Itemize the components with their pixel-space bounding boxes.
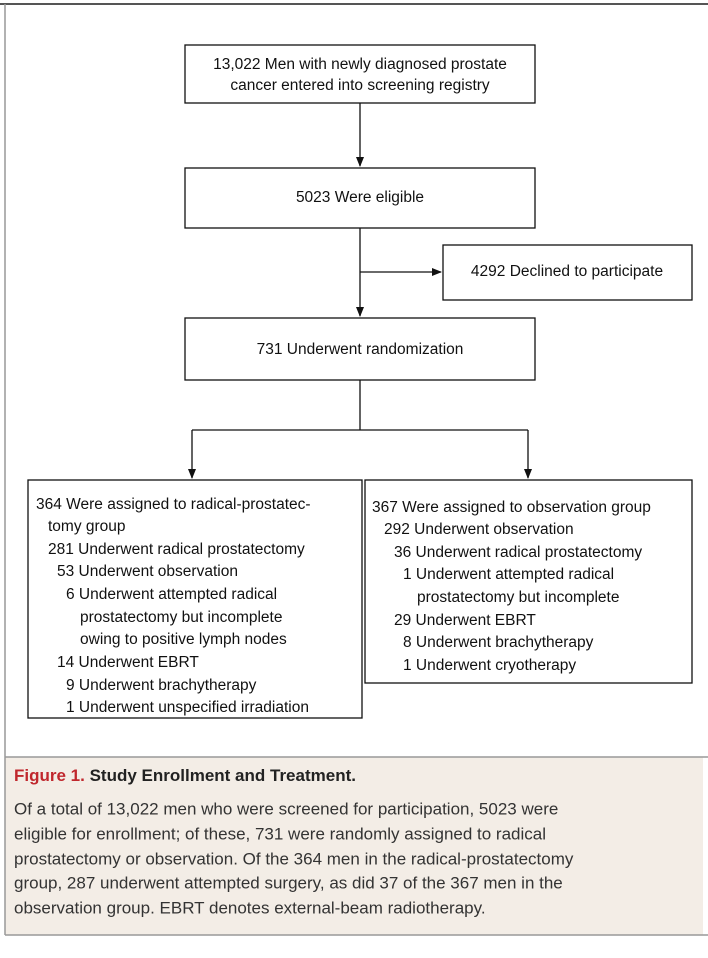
- box-text: 1 Underwent unspecified irradiation: [66, 699, 309, 716]
- box-text: prostatectomy but incomplete: [417, 589, 619, 606]
- box: [442, 244, 693, 301]
- caption-heading: Figure 1. Study Enrollment and Treatment…: [14, 766, 356, 785]
- caption-background: [5, 757, 703, 935]
- box-text: prostatectomy but incomplete: [80, 609, 282, 626]
- caption-label: Figure 1.: [14, 766, 85, 785]
- box-text: 4292 Declined to participate: [471, 263, 663, 280]
- box-text: tomy group: [48, 518, 126, 535]
- box-text: 1 Underwent attempted radical: [403, 566, 614, 583]
- box-text: 14 Underwent EBRT: [57, 654, 199, 671]
- box-text: 9 Underwent brachytherapy: [66, 677, 257, 694]
- caption-line: observation group. EBRT denotes external…: [14, 898, 486, 917]
- box-text: 53 Underwent observation: [57, 563, 238, 580]
- box: [184, 317, 536, 381]
- box-text: 5023 Were eligible: [296, 189, 424, 206]
- caption-line: eligible for enrollment; of these, 731 w…: [14, 824, 546, 843]
- box-text: 367 Were assigned to observation group: [372, 499, 651, 516]
- box-text: 8 Underwent brachytherapy: [403, 634, 594, 651]
- box-text: 6 Underwent attempted radical: [66, 586, 277, 603]
- box-text: 29 Underwent EBRT: [394, 612, 536, 629]
- box: [27, 479, 363, 719]
- box-text: 731 Underwent randomization: [257, 341, 464, 358]
- box-text: owing to positive lymph nodes: [80, 631, 287, 648]
- box: [364, 479, 693, 684]
- caption-line: group, 287 underwent attempted surgery, …: [14, 873, 563, 892]
- box: [184, 44, 536, 104]
- box-text: 281 Underwent radical prostatectomy: [48, 541, 305, 558]
- box-text: cancer entered into screening registry: [230, 77, 490, 94]
- box-text: 36 Underwent radical prostatectomy: [394, 544, 642, 561]
- caption-line: prostatectomy or observation. Of the 364…: [14, 849, 574, 868]
- caption-title: Study Enrollment and Treatment.: [90, 766, 356, 785]
- box-text: 13,022 Men with newly diagnosed prostate: [213, 56, 507, 73]
- box-text: 292 Underwent observation: [384, 521, 574, 538]
- box-text: 364 Were assigned to radical-prostatec-: [36, 496, 311, 513]
- caption-line: Of a total of 13,022 men who were screen…: [14, 799, 558, 818]
- box-text: 1 Underwent cryotherapy: [403, 657, 576, 674]
